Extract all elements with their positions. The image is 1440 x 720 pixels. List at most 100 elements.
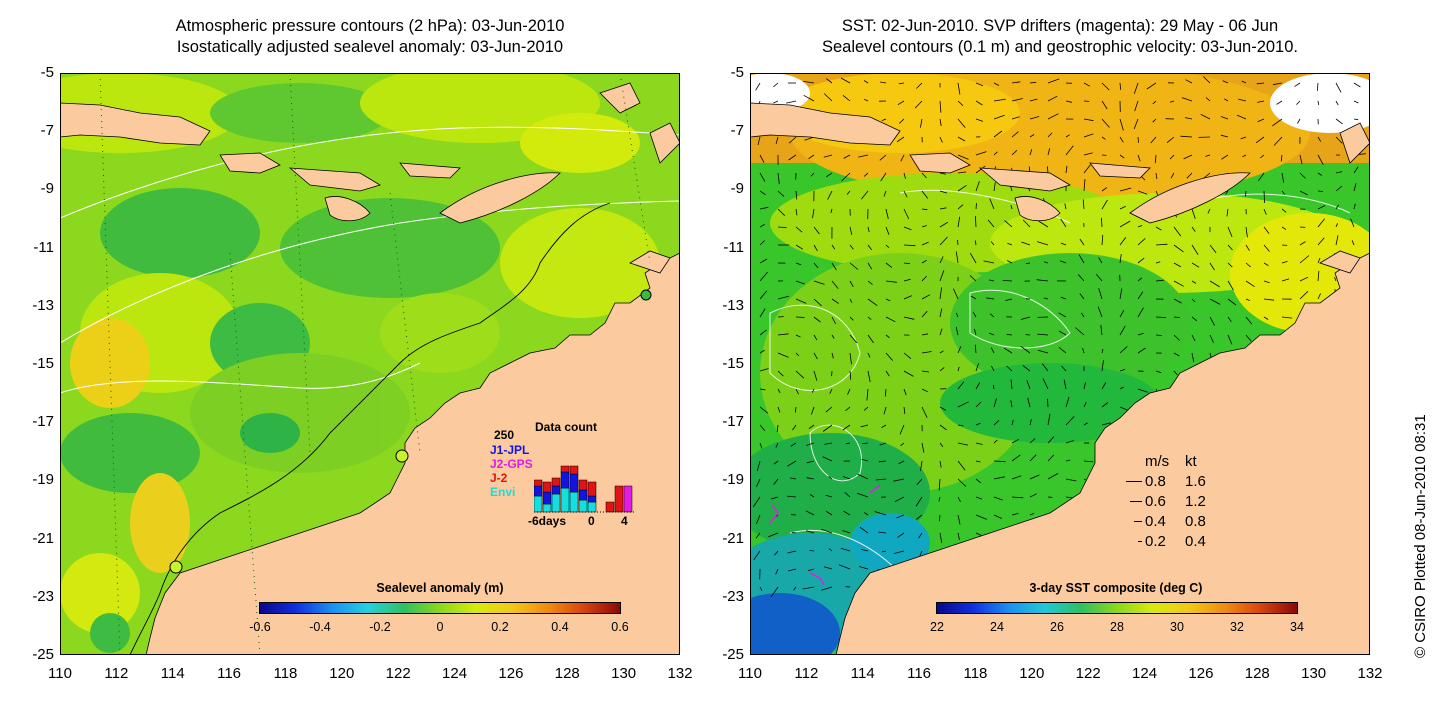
colorbar-tick-label: 0	[436, 620, 444, 634]
sst-land-cape-york	[1319, 250, 1361, 274]
velocity-vector	[885, 262, 893, 268]
velocity-vector	[1101, 402, 1109, 408]
velocity-vector	[1137, 291, 1144, 300]
colorbar-tick-label: 0.6	[611, 620, 629, 634]
velocity-vector	[1317, 100, 1320, 105]
velocity-vector	[770, 586, 779, 598]
credit-text: © CSIRO Plotted 08-Jun-2010 08:31	[1412, 414, 1429, 658]
velocity-vector	[777, 406, 781, 413]
velocity-vector	[849, 244, 854, 250]
velocity-vector	[1227, 334, 1233, 345]
velocity-vector	[884, 388, 887, 397]
velocity-vector	[822, 456, 833, 462]
velocity-vector	[753, 550, 761, 561]
velocity-vector	[1029, 474, 1040, 480]
velocity-vector	[1027, 397, 1031, 408]
velocity-vector	[795, 406, 797, 413]
velocity-vector	[1065, 396, 1070, 408]
velocity-vector	[787, 568, 797, 572]
velocity-vector	[867, 280, 873, 285]
x-tick-label: 110	[48, 665, 72, 682]
velocity-vector	[1209, 280, 1220, 288]
velocity-vector	[1036, 241, 1049, 246]
velocity-vector	[1238, 98, 1247, 102]
velocity-vector	[957, 239, 959, 246]
velocity-vector	[1335, 118, 1343, 125]
velocity-vector	[991, 365, 995, 372]
velocity-vector	[788, 136, 797, 144]
velocity-vector	[975, 151, 987, 156]
velocity-vector	[1021, 241, 1031, 246]
velocity-vector	[957, 478, 967, 487]
velocity-vector	[903, 406, 906, 415]
velocity-vector	[1257, 118, 1265, 123]
land-islands	[60, 82, 680, 224]
velocity-vector	[1353, 82, 1361, 88]
velocity-vector	[1065, 165, 1068, 174]
y-tick-label: -7	[40, 122, 54, 140]
y-tick-label: -5	[40, 64, 54, 81]
velocity-vector	[821, 586, 833, 591]
velocity-vector	[759, 172, 766, 182]
velocity-vector	[1276, 100, 1283, 105]
velocity-vector	[1299, 154, 1303, 165]
velocity-vector	[1137, 136, 1139, 143]
inset-bar-segment	[542, 481, 552, 493]
velocity-vector	[989, 313, 995, 318]
velocity-vector	[813, 262, 819, 269]
velocity-vector	[957, 171, 967, 174]
velocity-vector	[1281, 190, 1285, 195]
colorbar-tick-label: 0.2	[491, 620, 509, 634]
velocity-vector	[1043, 261, 1049, 264]
velocity-vector	[861, 549, 869, 552]
velocity-vector	[1047, 132, 1053, 138]
velocity-vector	[1101, 422, 1111, 426]
velocity-vector	[1191, 226, 1196, 232]
velocity-vector	[759, 190, 766, 196]
velocity-vector	[802, 586, 815, 590]
mission-label: Envi	[490, 485, 516, 499]
velocity-vector	[1334, 276, 1337, 282]
velocity-vector	[849, 334, 858, 344]
velocity-vector	[1191, 316, 1198, 322]
velocity-vector	[1223, 98, 1229, 102]
velocity-vector	[1101, 199, 1108, 210]
velocity-vector	[1281, 278, 1290, 282]
velocity-vector	[1083, 402, 1087, 408]
velocity-vector	[1241, 80, 1247, 84]
velocity-vector	[903, 190, 908, 198]
velocity-vector	[1119, 82, 1122, 90]
velocity-vector	[1083, 382, 1086, 390]
velocity-vector	[918, 532, 923, 539]
velocity-vector	[1209, 298, 1221, 305]
colorbar-tick-label: -0.6	[249, 620, 271, 634]
velocity-vector	[992, 384, 995, 390]
velocity-vector	[885, 370, 890, 377]
x-tick-label: 112	[794, 665, 819, 682]
velocity-vector	[1029, 512, 1035, 516]
velocity-vector	[903, 278, 911, 282]
velocity-vector	[898, 460, 905, 465]
velocity-vector	[774, 550, 779, 556]
velocity-vector	[975, 118, 984, 122]
velocity-vector	[885, 244, 890, 248]
velocity-vector	[867, 226, 870, 233]
velocity-vector	[988, 279, 995, 282]
y-tick-label: -11	[723, 238, 744, 256]
velocity-vector	[1137, 257, 1145, 264]
velocity-vector	[1245, 334, 1252, 342]
velocity-vector	[969, 252, 977, 264]
inset-bar-segment	[587, 495, 597, 503]
y-tick-label: -13	[722, 296, 744, 314]
velocity-vector	[1263, 226, 1270, 234]
velocity-vector	[920, 460, 923, 472]
velocity-vector	[921, 294, 931, 300]
mission-label: J-2	[490, 471, 508, 485]
velocity-vector	[807, 568, 815, 572]
left-title-line1: Atmospheric pressure contours (2 hPa): 0…	[175, 17, 565, 35]
x-tick-label: 122	[385, 665, 411, 682]
velocity-vector	[863, 80, 869, 84]
velocity-vector	[1263, 244, 1270, 252]
right-title-line2: Sealevel contours (0.1 m) and geostrophi…	[821, 38, 1298, 56]
velocity-vector	[813, 280, 825, 285]
